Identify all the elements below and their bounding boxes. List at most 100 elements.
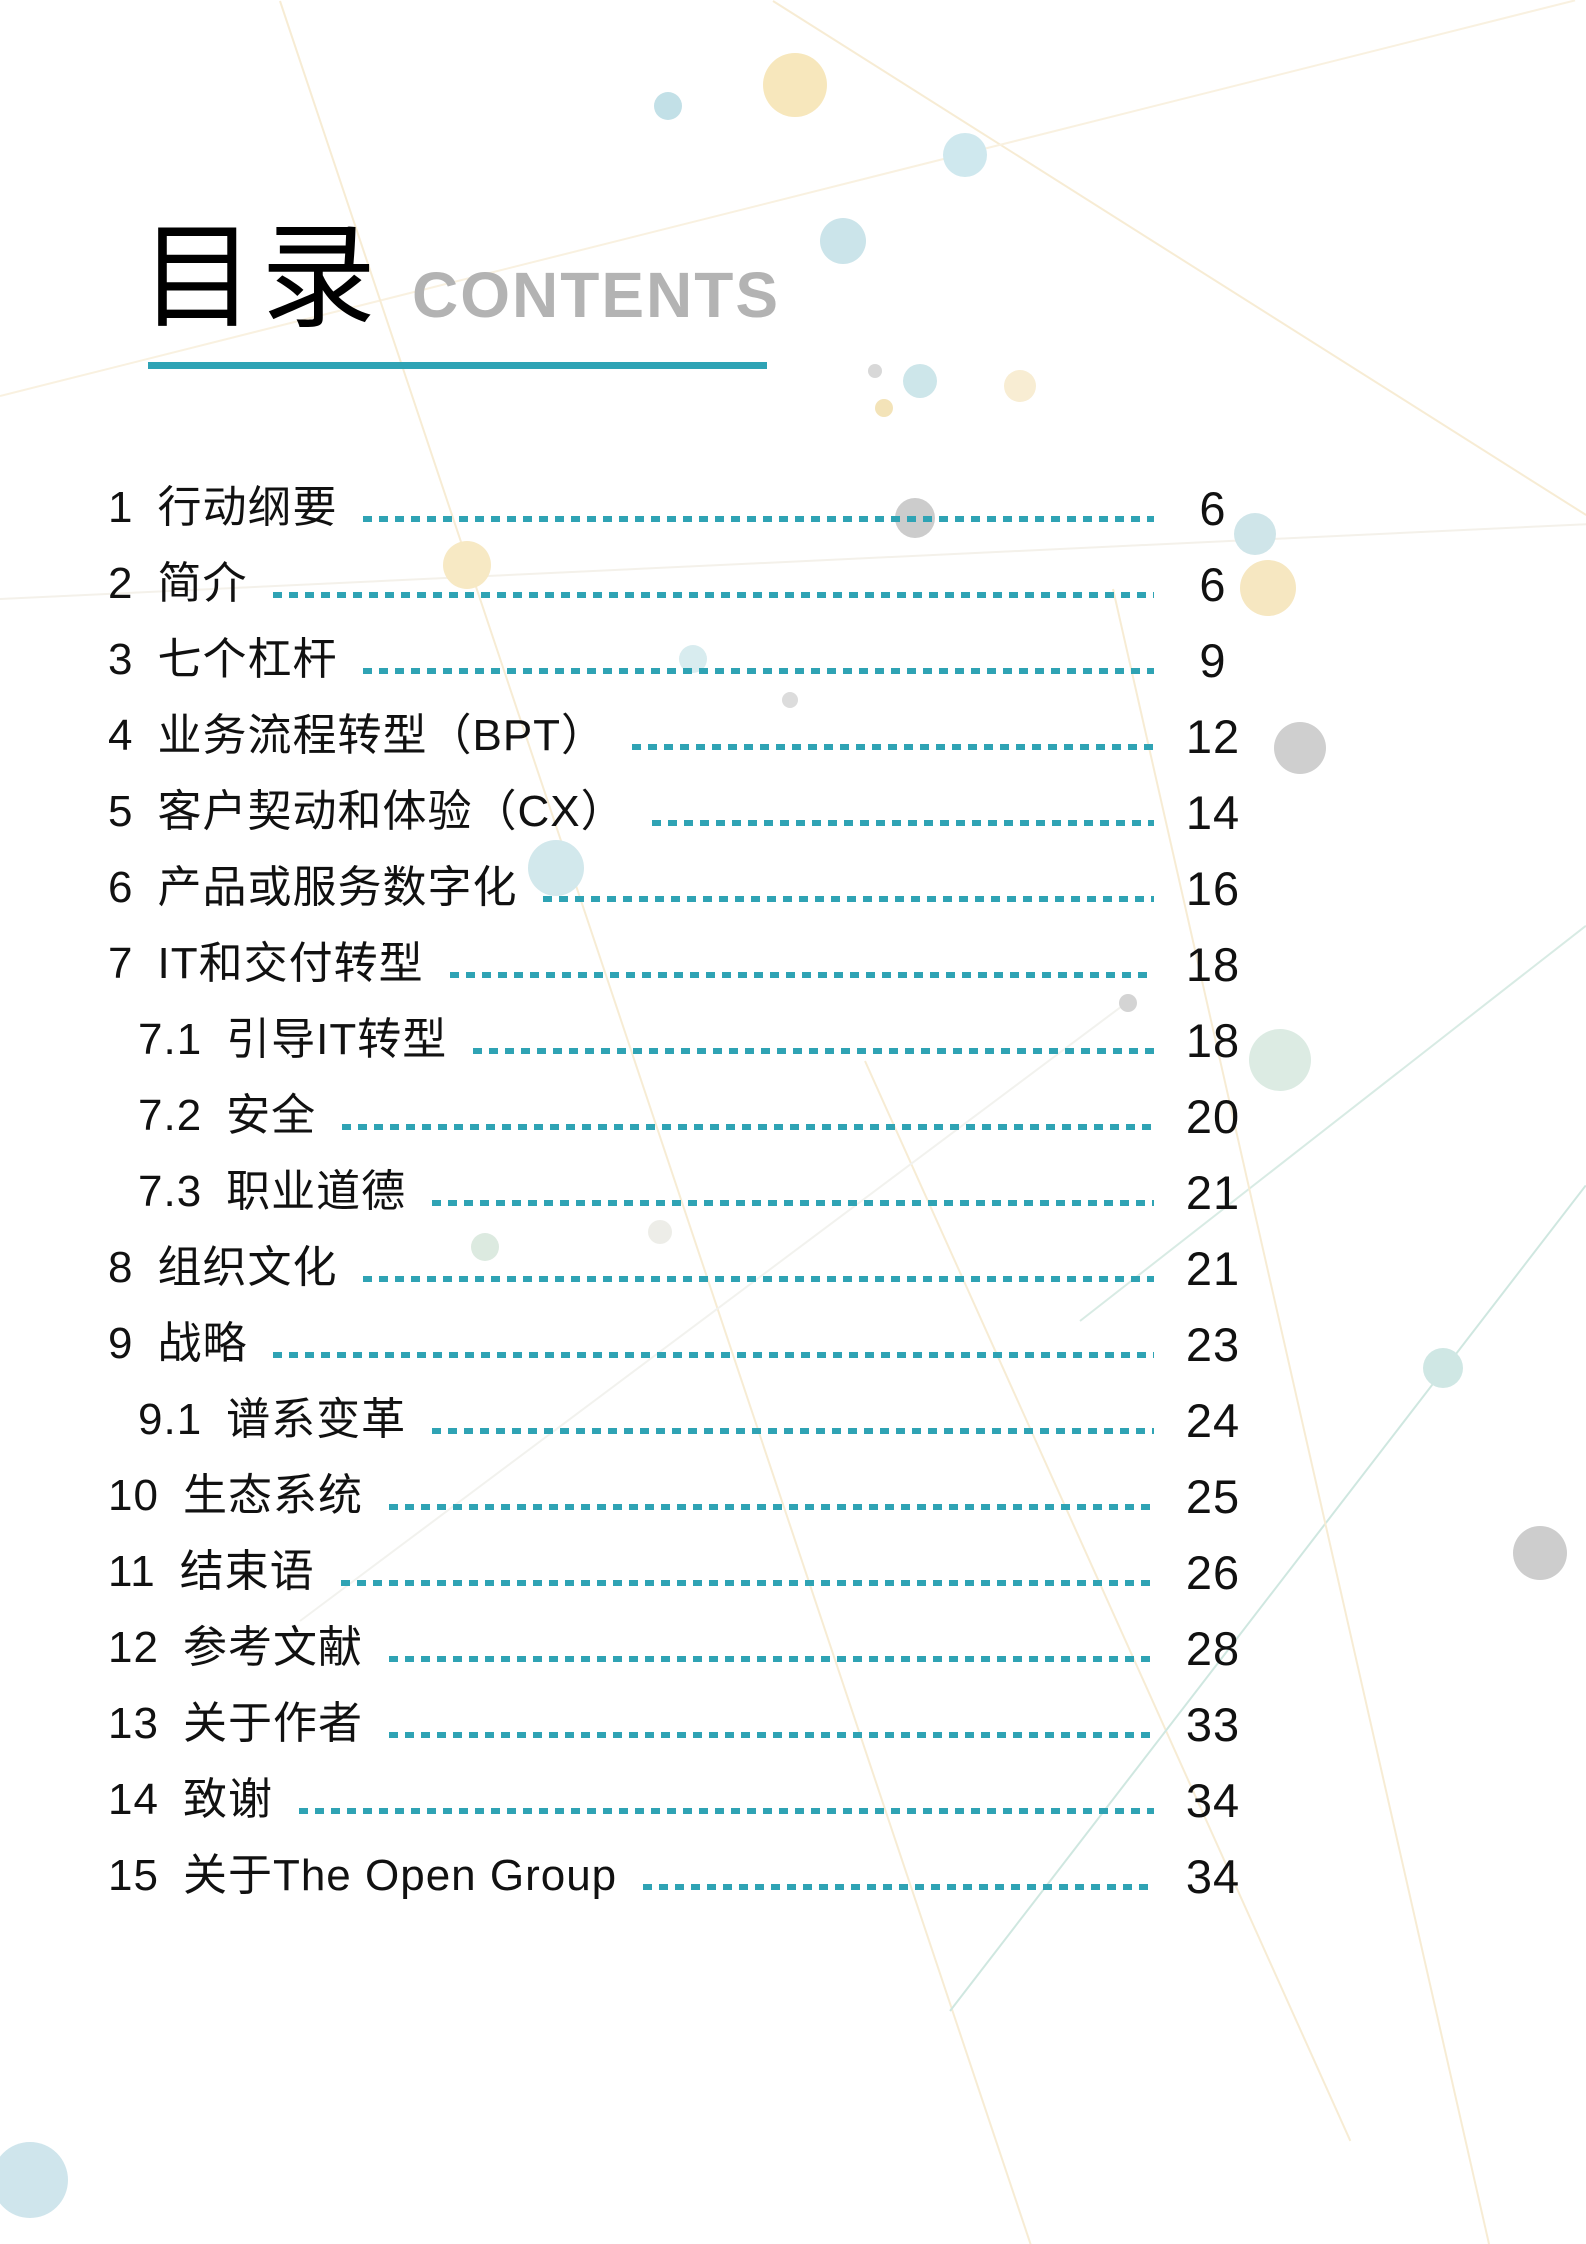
toc-entry-number: 3	[108, 635, 134, 684]
toc-entry-row: 7.2 安全 20	[108, 1078, 1258, 1154]
toc-dotted-leader	[432, 1428, 1154, 1434]
toc-entry-row: 15 关于The Open Group 34	[108, 1838, 1258, 1914]
toc-entry-row: 1 行动纲要 6	[108, 470, 1258, 546]
decor-line	[772, 0, 1586, 516]
toc-dotted-leader	[363, 668, 1154, 674]
toc-list: 1 行动纲要 6 2 简介 6 3 七个杠杆 9 4 业务流程转型（BPT） 1…	[108, 470, 1258, 1914]
toc-entry-page-number: 14	[1185, 785, 1241, 839]
toc-entry-row: 7.1 引导IT转型 18	[108, 1002, 1258, 1078]
toc-dotted-leader	[643, 1884, 1154, 1890]
toc-entry-page-number: 34	[1185, 1849, 1241, 1903]
toc-entry-page-number: 23	[1185, 1317, 1241, 1371]
decor-circle	[1004, 370, 1036, 402]
toc-entry-number: 14	[108, 1775, 159, 1824]
toc-dotted-leader	[363, 516, 1154, 522]
toc-entry-page-number: 21	[1185, 1165, 1241, 1219]
toc-entry-row: 9 战略 23	[108, 1306, 1258, 1382]
toc-entry-number: 11	[108, 1547, 156, 1596]
toc-dotted-leader	[363, 1276, 1154, 1282]
toc-entry-row: 5 客户契动和体验（CX） 14	[108, 774, 1258, 850]
toc-entry-page-number: 18	[1185, 937, 1241, 991]
toc-entry-number: 13	[108, 1699, 159, 1748]
toc-dotted-leader	[298, 1808, 1154, 1814]
toc-entry-number: 15	[108, 1851, 159, 1900]
decor-circle	[1249, 1029, 1311, 1091]
page-header: 目录 CONTENTS	[140, 218, 780, 339]
toc-entry-number: 7.1	[138, 1015, 203, 1064]
toc-entry-title: 生态系统	[182, 1471, 363, 1520]
toc-entry-number: 7.3	[138, 1167, 203, 1216]
title-underline-rule	[148, 362, 767, 369]
toc-entry-page-number: 21	[1185, 1241, 1241, 1295]
toc-entry-number: 6	[108, 863, 134, 912]
toc-entry-row: 10 生态系统 25	[108, 1458, 1258, 1534]
decor-circle	[943, 133, 987, 177]
toc-dotted-leader	[388, 1504, 1154, 1510]
toc-entry-row: 11 结束语 26	[108, 1534, 1258, 1610]
toc-dotted-leader	[632, 744, 1154, 750]
toc-entry-page-number: 20	[1185, 1089, 1241, 1143]
decor-circle	[1513, 1526, 1567, 1580]
toc-entry-title: 引导IT转型	[226, 1015, 448, 1064]
toc-entry-row: 12 参考文献 28	[108, 1610, 1258, 1686]
page-title-english: CONTENTS	[412, 259, 781, 331]
decor-circle	[903, 364, 937, 398]
toc-entry-number: 7.2	[138, 1091, 203, 1140]
toc-entry-row: 13 关于作者 33	[108, 1686, 1258, 1762]
toc-entry-title: 行动纲要	[157, 483, 338, 532]
toc-entry-number: 2	[108, 559, 134, 608]
toc-dotted-leader	[388, 1732, 1154, 1738]
decor-circle	[1423, 1348, 1463, 1388]
toc-entry-page-number: 25	[1185, 1469, 1241, 1523]
toc-entry-title: 组织文化	[157, 1243, 338, 1292]
toc-entry-title: 产品或服务数字化	[157, 863, 518, 912]
toc-dotted-leader	[342, 1124, 1154, 1130]
toc-entry-page-number: 18	[1185, 1013, 1241, 1067]
toc-entry-row: 8 组织文化 21	[108, 1230, 1258, 1306]
decor-circle	[763, 53, 827, 117]
toc-entry-title: 安全	[226, 1091, 317, 1140]
toc-entry-row: 7.3 职业道德 21	[108, 1154, 1258, 1230]
toc-entry-page-number: 28	[1185, 1621, 1241, 1675]
toc-entry-title: 谱系变革	[226, 1395, 407, 1444]
toc-dotted-leader	[543, 896, 1154, 902]
toc-dotted-leader	[340, 1580, 1154, 1586]
toc-entry-row: 6 产品或服务数字化 16	[108, 850, 1258, 926]
toc-entry-number: 5	[108, 787, 134, 836]
toc-dotted-leader	[449, 972, 1154, 978]
toc-entry-title: 战略	[157, 1319, 248, 1368]
toc-entry-number: 10	[108, 1471, 159, 1520]
toc-entry-number: 8	[108, 1243, 134, 1292]
toc-dotted-leader	[432, 1200, 1154, 1206]
decor-circle	[654, 92, 682, 120]
toc-entry-row: 4 业务流程转型（BPT） 12	[108, 698, 1258, 774]
toc-dotted-leader	[473, 1048, 1154, 1054]
decor-circle	[820, 218, 866, 264]
toc-entry-page-number: 26	[1185, 1545, 1241, 1599]
toc-entry-page-number: 9	[1199, 633, 1227, 687]
toc-entry-page-number: 33	[1185, 1697, 1241, 1751]
decor-circle	[868, 364, 882, 378]
toc-dotted-leader	[651, 820, 1154, 826]
toc-entry-row: 2 简介 6	[108, 546, 1258, 622]
toc-entry-number: 4	[108, 711, 134, 760]
toc-dotted-leader	[273, 1352, 1154, 1358]
toc-entry-title: IT和交付转型	[157, 939, 424, 988]
toc-entry-title: 结束语	[179, 1547, 315, 1596]
toc-entry-title: 简介	[157, 559, 248, 608]
toc-entry-title: 业务流程转型（BPT）	[157, 711, 607, 760]
toc-entry-page-number: 6	[1199, 557, 1227, 611]
decor-circle	[1274, 722, 1326, 774]
page-title-chinese: 目录	[140, 214, 383, 342]
toc-entry-title: 客户契动和体验（CX）	[157, 787, 626, 836]
toc-entry-title: 致谢	[182, 1775, 273, 1824]
toc-entry-page-number: 34	[1185, 1773, 1241, 1827]
toc-entry-title: 职业道德	[226, 1167, 407, 1216]
toc-entry-title: 关于作者	[182, 1699, 363, 1748]
toc-entry-number: 1	[108, 483, 134, 532]
toc-entry-page-number: 16	[1185, 861, 1241, 915]
decor-circle	[0, 2142, 68, 2218]
toc-entry-number: 9	[108, 1319, 134, 1368]
toc-entry-row: 3 七个杠杆 9	[108, 622, 1258, 698]
